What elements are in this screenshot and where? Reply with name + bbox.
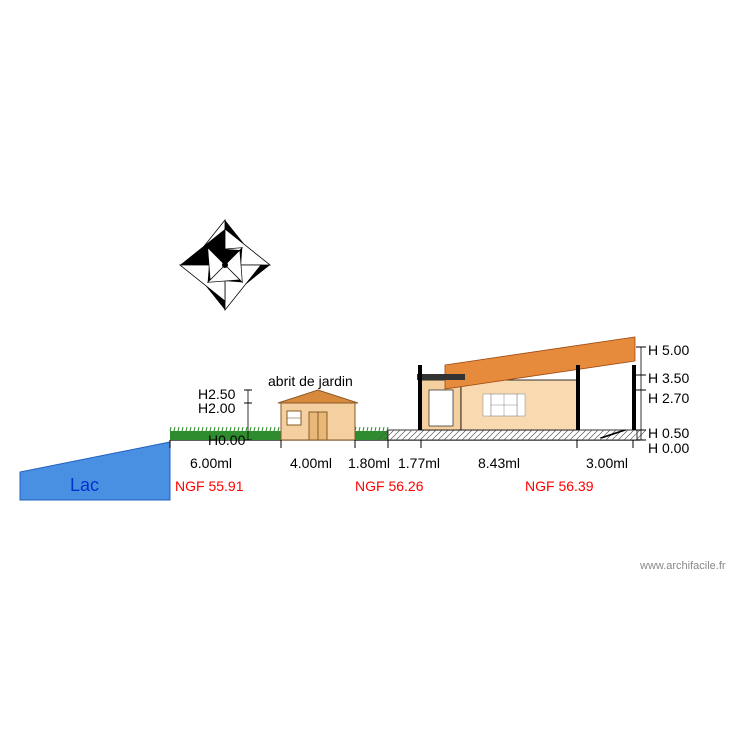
house bbox=[417, 337, 636, 438]
label: 1.80ml bbox=[348, 455, 390, 471]
label: NGF 56.26 bbox=[355, 478, 423, 494]
label: 3.00ml bbox=[586, 455, 628, 471]
label: H 0.50 bbox=[648, 425, 689, 441]
compass-rose bbox=[180, 220, 270, 310]
label: 1.77ml bbox=[398, 455, 440, 471]
label: H 3.50 bbox=[648, 370, 689, 386]
label: NGF 56.39 bbox=[525, 478, 593, 494]
label: H 2.70 bbox=[648, 390, 689, 406]
label: NGF 55.91 bbox=[175, 478, 243, 494]
label: 8.43ml bbox=[478, 455, 520, 471]
label: Lac bbox=[70, 475, 99, 496]
elevation-diagram bbox=[0, 0, 750, 750]
label: 6.00ml bbox=[190, 455, 232, 471]
label: 4.00ml bbox=[290, 455, 332, 471]
garden-shed bbox=[278, 390, 358, 440]
label: abrit de jardin bbox=[268, 373, 353, 389]
label: H 5.00 bbox=[648, 342, 689, 358]
foundation bbox=[378, 430, 646, 440]
watermark: www.archifacile.fr bbox=[640, 560, 726, 572]
label: H2.00 bbox=[198, 400, 235, 416]
grass bbox=[355, 427, 388, 440]
label: H 0.00 bbox=[648, 440, 689, 456]
label: H0.00 bbox=[208, 432, 245, 448]
